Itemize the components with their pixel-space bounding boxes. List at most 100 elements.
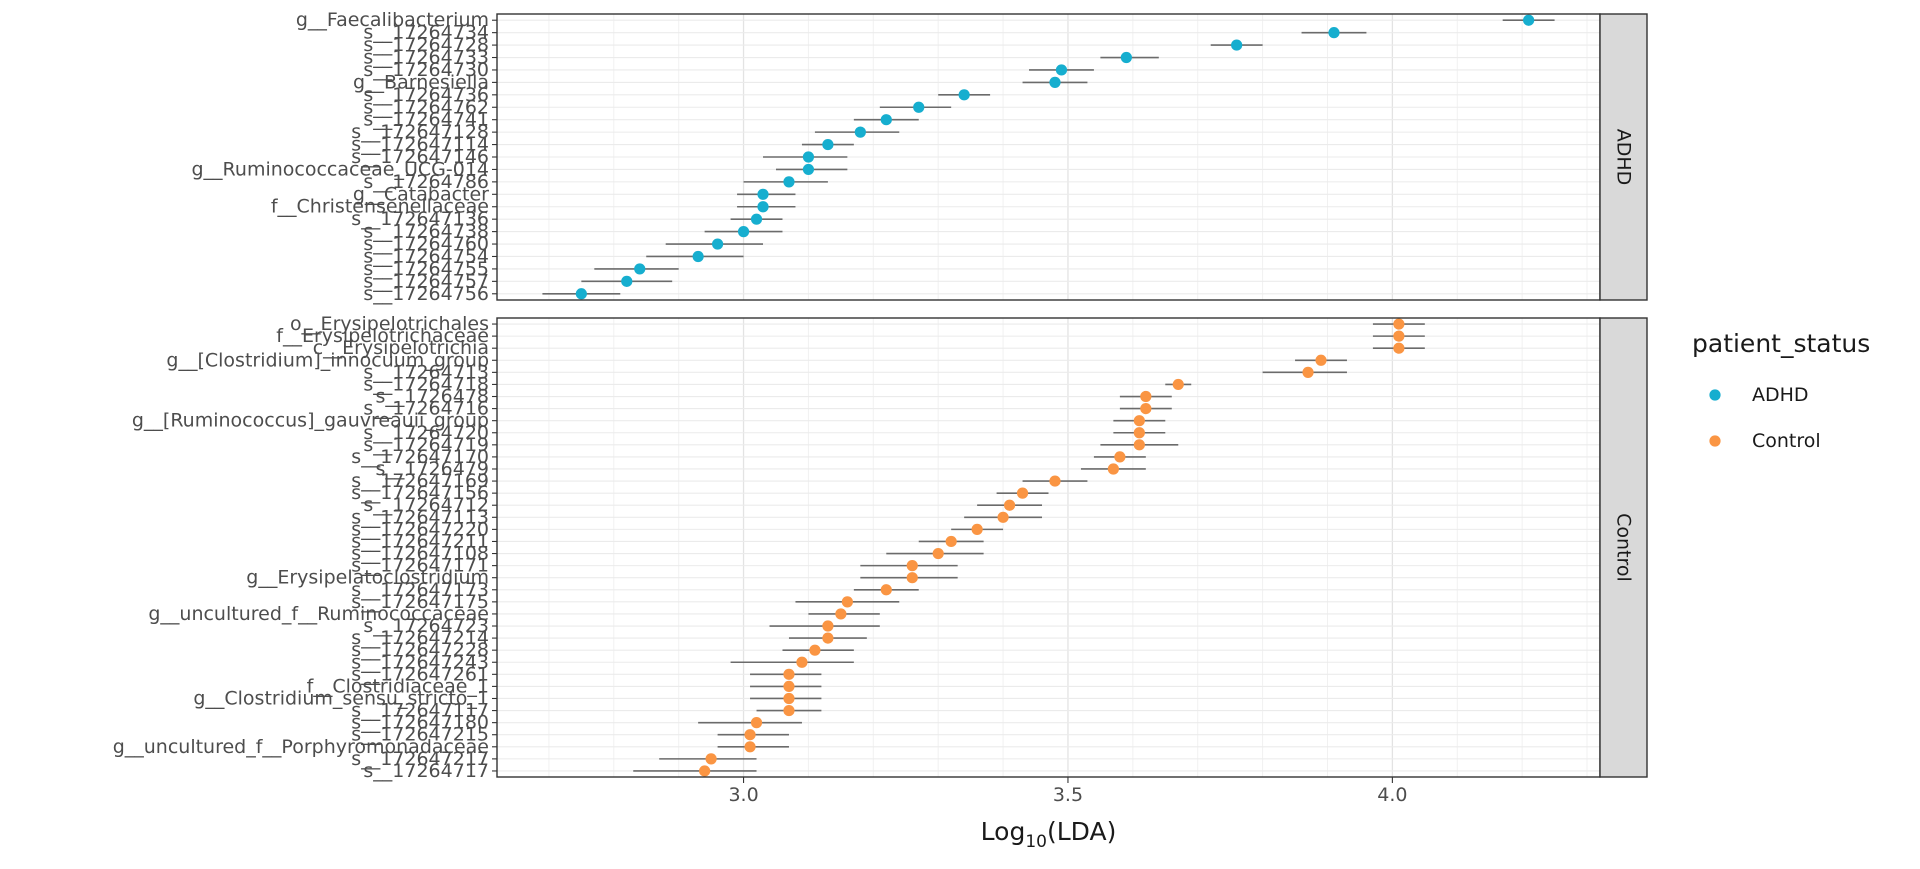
- y-tick-label: g__Clostridium_sensu_stricto_1: [193, 687, 489, 709]
- y-tick-label: s__172647214: [351, 627, 489, 649]
- data-point: [841, 596, 853, 608]
- y-tick-label: s__172647215: [351, 724, 489, 746]
- data-point: [854, 126, 866, 138]
- legend-key: [1709, 435, 1721, 447]
- data-point: [783, 176, 795, 188]
- data-point: [822, 138, 834, 151]
- data-point: [1328, 27, 1340, 39]
- data-point: [945, 535, 957, 548]
- y-tick-label: s__1726478: [375, 386, 489, 408]
- data-point: [880, 114, 892, 126]
- y-tick-label: s__172647243: [351, 651, 489, 673]
- data-point: [783, 692, 795, 705]
- data-point: [802, 163, 815, 176]
- data-point: [932, 547, 944, 560]
- facet-strip: [1599, 317, 1648, 778]
- data-point: [750, 717, 763, 729]
- panel-control: o__Erysipelotrichalesf__Erysipelotrichac…: [113, 313, 1648, 782]
- data-point: [906, 572, 918, 584]
- data-point: [1172, 378, 1184, 391]
- y-tick-label: g__[Ruminococcus]_gauvreauii_group: [132, 410, 489, 432]
- y-tick-label: s__172647156: [351, 482, 489, 504]
- data-point: [913, 101, 925, 113]
- data-point: [906, 560, 918, 572]
- y-tick-label: s__17264728: [363, 34, 489, 56]
- x-tick-label: 3.5: [1053, 784, 1083, 806]
- data-point: [705, 753, 717, 765]
- data-point: [699, 765, 711, 777]
- data-point: [1393, 342, 1405, 354]
- legend: patient_status ADHD Control: [1692, 329, 1870, 452]
- x-axis-title: Log10(LDA): [981, 817, 1117, 852]
- data-point: [783, 704, 795, 717]
- y-tick-label: s__17264717: [363, 760, 489, 782]
- y-tick-label: s__172647114: [351, 134, 489, 156]
- data-point: [575, 288, 587, 300]
- y-tick-label: s__17264716: [363, 398, 489, 420]
- data-point: [1393, 318, 1405, 330]
- data-point: [1140, 390, 1152, 403]
- y-tick-label: s__172647146: [351, 146, 489, 168]
- data-point: [796, 656, 808, 668]
- y-tick-label: s__172647113: [351, 506, 489, 528]
- y-tick-label: s__172647117: [351, 700, 489, 722]
- y-tick-label: g__uncultured_f__Ruminococcaceae: [148, 603, 489, 625]
- data-point: [750, 213, 763, 225]
- y-tick-label: g__Catabacter: [353, 183, 489, 205]
- y-tick-label: s__172647228: [351, 639, 489, 661]
- data-point: [1133, 415, 1145, 427]
- data-point: [621, 275, 633, 287]
- data-point: [1315, 354, 1327, 366]
- y-tick-label: s__172647211: [351, 530, 489, 552]
- data-point: [997, 511, 1009, 523]
- y-tick-label: s__17264730: [363, 59, 489, 81]
- y-tick-label: s__17264733: [363, 47, 489, 69]
- y-tick-label: s__172647180: [351, 712, 489, 734]
- y-tick-label: s__17264734: [363, 22, 489, 44]
- data-point: [1523, 14, 1535, 26]
- y-tick-label: g__[Clostridium]_innocuum_group: [166, 349, 489, 371]
- y-tick-label: g__Ruminococcaceae_UCG-014: [192, 158, 490, 180]
- data-point: [971, 523, 983, 535]
- y-tick-label: f__Erysipelotrichaceae: [276, 325, 489, 347]
- data-point: [1231, 39, 1243, 51]
- y-tick-label: s__172647128: [351, 121, 489, 143]
- data-point: [835, 608, 847, 620]
- data-point: [802, 151, 815, 163]
- data-point: [1133, 427, 1145, 439]
- y-tick-label: o__Erysipelotrichales: [290, 313, 489, 335]
- data-point: [737, 226, 750, 238]
- legend-key: [1709, 389, 1721, 401]
- x-tick-label: 4.0: [1377, 784, 1407, 806]
- y-tick-label: s__172647217: [351, 748, 489, 770]
- y-tick-label: s__17264741: [363, 109, 489, 131]
- y-tick-label: s__17264712: [363, 494, 489, 516]
- y-tick-label: s__17264719: [363, 434, 489, 456]
- y-tick-label: s__17264723: [363, 615, 489, 637]
- y-tick-label: g__Barnesiella: [353, 71, 489, 93]
- x-tick-label: 3.0: [728, 784, 758, 806]
- data-point: [822, 620, 834, 632]
- y-tick-label: s__17264786: [363, 171, 489, 193]
- y-tick-label: g__uncultured_f__Porphyromonadaceae: [113, 736, 489, 758]
- y-tick-label: s__17264720: [363, 422, 489, 444]
- data-point: [634, 263, 646, 275]
- data-point: [1049, 76, 1061, 88]
- data-point: [712, 238, 724, 250]
- y-tick-label: s__17264756: [363, 283, 489, 305]
- y-tick-label: g__Faecalibacterium: [296, 9, 489, 31]
- y-tick-label: s__17264736: [363, 84, 489, 106]
- y-tick-label: s__172647173: [351, 579, 489, 601]
- data-point: [1302, 366, 1314, 378]
- data-point: [744, 729, 756, 741]
- data-point: [1049, 475, 1061, 487]
- data-point: [744, 741, 756, 753]
- legend-title: patient_status: [1692, 329, 1870, 358]
- data-point: [822, 632, 834, 644]
- y-tick-label: s__172647170: [351, 446, 489, 468]
- y-tick-label: s__17264738: [363, 221, 489, 243]
- y-tick-label: s__172647136: [351, 208, 489, 230]
- y-tick-label: g__Erysipelatoclostridium: [246, 567, 489, 589]
